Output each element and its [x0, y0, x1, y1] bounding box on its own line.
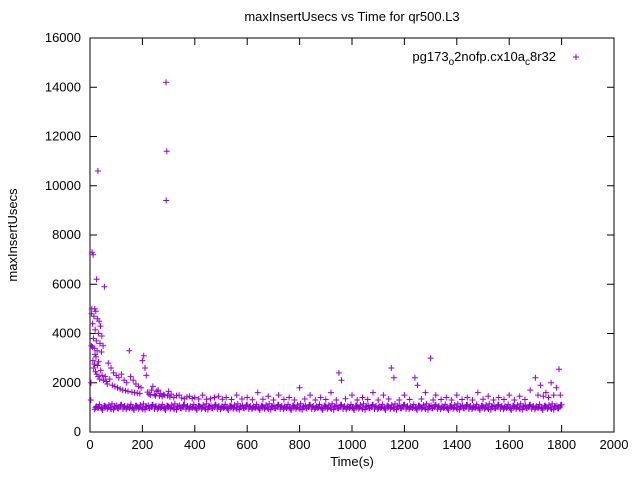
x-tick-label: 600	[236, 437, 258, 452]
y-tick-label: 16000	[45, 30, 81, 45]
x-tick-label: 200	[132, 437, 154, 452]
x-tick-label: 1800	[547, 437, 576, 452]
y-axis-label: maxInsertUsecs	[5, 188, 20, 282]
x-tick-label: 1200	[390, 437, 419, 452]
y-tick-label: 8000	[52, 227, 81, 242]
scatter-points	[87, 79, 565, 413]
x-tick-label: 400	[184, 437, 206, 452]
x-tick-label: 1400	[442, 437, 471, 452]
x-tick-label: 1000	[338, 437, 367, 452]
y-tick-label: 14000	[45, 79, 81, 94]
x-axis-label: Time(s)	[330, 454, 374, 469]
plot-border	[89, 37, 615, 433]
x-tick-label: 1600	[495, 437, 524, 452]
y-tick-label: 2000	[52, 375, 81, 390]
y-tick-label: 0	[74, 424, 81, 439]
x-tick-label: 800	[289, 437, 311, 452]
y-tick-label: 10000	[45, 178, 81, 193]
y-tick-label: 12000	[45, 129, 81, 144]
legend-label: pg173o2nofp.cx10ac8r32	[412, 49, 556, 68]
legend-marker-icon	[573, 54, 579, 60]
x-tick-label: 2000	[600, 437, 629, 452]
y-tick-label: 6000	[52, 276, 81, 291]
x-tick-label: 0	[86, 437, 93, 452]
y-tick-label: 4000	[52, 326, 81, 341]
chart-title: maxInsertUsecs vs Time for qr500.L3	[244, 9, 459, 24]
